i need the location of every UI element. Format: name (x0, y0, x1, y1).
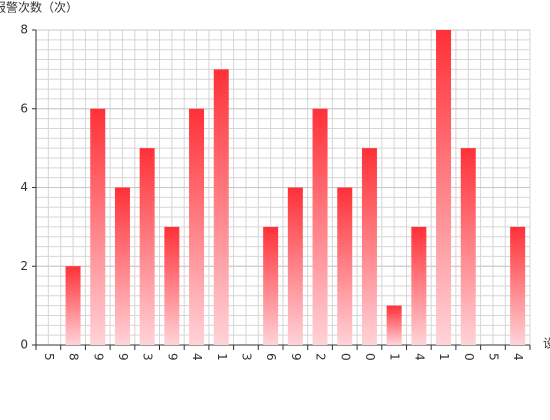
bar (90, 108, 106, 345)
y-tick-label: 2 (20, 259, 28, 273)
x-tick-label: 4 (412, 353, 426, 361)
bar (411, 226, 427, 345)
bar (510, 226, 526, 345)
x-tick-label: 9 (116, 353, 130, 361)
x-tick-label: 9 (165, 353, 179, 361)
x-tick-label: 1 (388, 353, 402, 361)
x-axis-label: 设备 (543, 337, 550, 351)
x-tick-label: 0 (363, 353, 377, 361)
bar (164, 226, 180, 345)
x-tick-label: 3 (239, 353, 253, 361)
x-tick-label: 2 (314, 353, 328, 361)
y-tick-label: 0 (20, 338, 28, 352)
x-tick-label: 0 (338, 353, 352, 361)
x-tick-label: 1 (437, 353, 451, 361)
bar (312, 108, 328, 345)
x-tick-label: 6 (264, 353, 278, 361)
bar (460, 148, 476, 345)
y-axis-label: 报警次数（次） (0, 0, 78, 15)
bar (114, 187, 130, 345)
bar (213, 69, 229, 345)
y-tick-label: 8 (20, 23, 28, 37)
bar (337, 187, 353, 345)
x-tick-label: 0 (462, 353, 476, 361)
x-tick-label: 8 (67, 353, 81, 361)
bar (65, 266, 81, 345)
bar (189, 108, 205, 345)
x-tick-label: 3 (141, 353, 155, 361)
x-tick-label: 5 (42, 353, 56, 361)
bar (361, 148, 377, 345)
bar (139, 148, 155, 345)
x-tick-label: 4 (190, 353, 204, 361)
y-tick-label: 4 (20, 180, 28, 194)
x-tick-label: 9 (91, 353, 105, 361)
bar (386, 305, 402, 345)
x-tick-label: 1 (215, 353, 229, 361)
y-tick-label: 6 (20, 101, 28, 115)
bar (263, 226, 279, 345)
x-tick-label: 5 (486, 353, 500, 361)
bar (436, 30, 452, 345)
x-tick-label: 9 (289, 353, 303, 361)
x-tick-label: 4 (511, 353, 525, 361)
bar (287, 187, 303, 345)
